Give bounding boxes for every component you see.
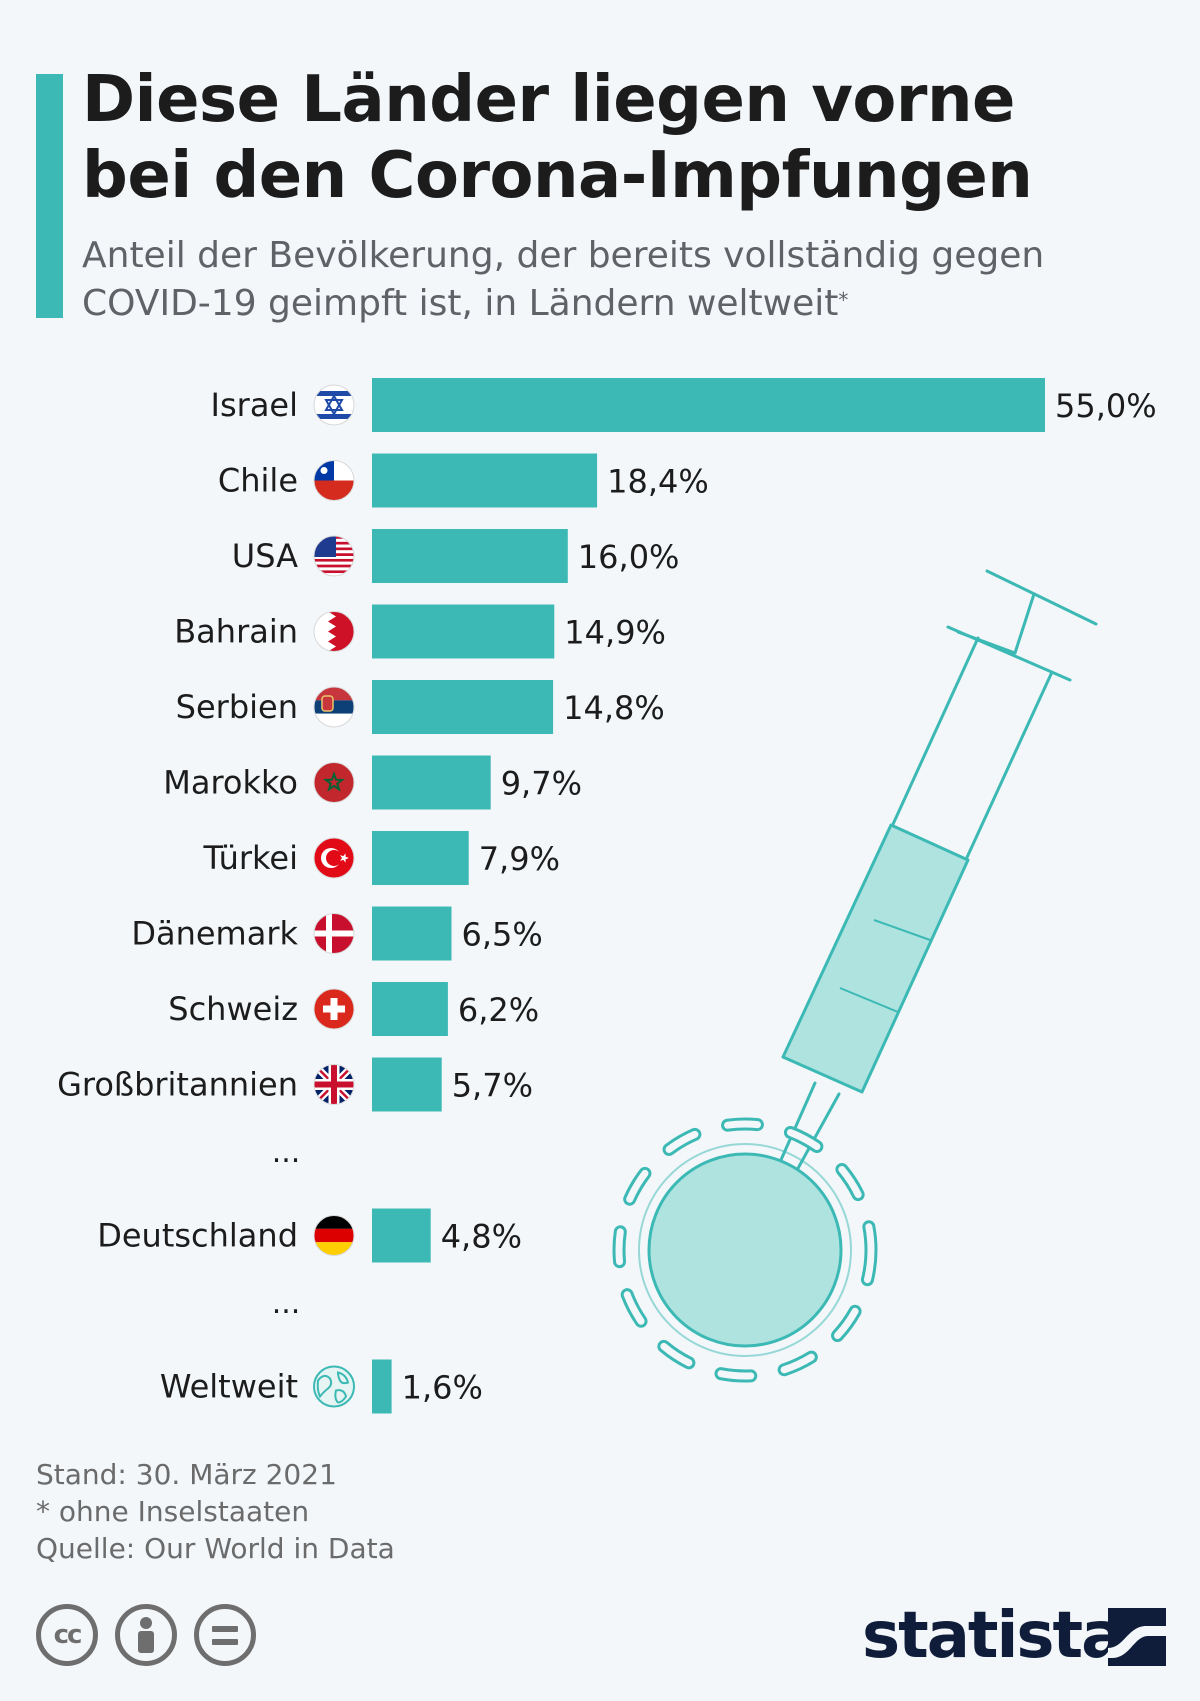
category-label: Serbien xyxy=(176,688,298,726)
nd-equals-icon[interactable] xyxy=(194,1604,257,1666)
license-icons: cc xyxy=(36,1604,268,1666)
bar xyxy=(372,378,1045,432)
statista-logo-icon xyxy=(1108,1608,1166,1666)
value-label: 14,8% xyxy=(563,689,665,727)
value-label: 55,0% xyxy=(1055,387,1157,425)
bahrain-flag-icon xyxy=(313,611,355,652)
category-label: Bahrain xyxy=(174,613,298,651)
serbia-flag-icon xyxy=(313,686,355,728)
chart-title-line-1: Diese Länder liegen vorne xyxy=(82,63,1015,137)
denmark-flag-icon xyxy=(313,913,355,954)
bar-row-9: Großbritannien 5,7% xyxy=(57,1057,533,1112)
footer-source: Quelle: Our World in Data xyxy=(36,1532,395,1565)
value-label: 6,5% xyxy=(462,916,543,954)
ellipsis-gap-10: ... xyxy=(272,1135,301,1170)
value-label: 14,9% xyxy=(564,614,666,652)
bar-row-0: Israel 55,0% xyxy=(211,378,1157,432)
chart-footer: Stand: 30. März 2021 * ohne Inselstaaten… xyxy=(36,1456,395,1567)
germany-flag-icon xyxy=(313,1215,355,1256)
title-accent-bar xyxy=(36,74,63,318)
bar-row-6: Türkei 7,9% xyxy=(202,831,560,885)
chart-subtitle: Anteil der Bevölkerung, der bereits voll… xyxy=(82,232,1172,328)
value-label: 16,0% xyxy=(578,538,680,576)
bar-row-7: Dänemark 6,5% xyxy=(131,906,543,961)
bar xyxy=(372,1208,431,1263)
bar-row-1: Chile 18,4% xyxy=(218,453,709,508)
uk-flag-icon xyxy=(313,1064,355,1105)
bar-row-2: USA 16,0% xyxy=(232,529,680,583)
category-label: USA xyxy=(232,537,298,575)
subtitle-footnote-marker: * xyxy=(838,288,849,312)
bar-row-13: Weltweit 1,6% xyxy=(160,1359,483,1414)
by-person-icon[interactable] xyxy=(115,1604,178,1666)
bar-row-3: Bahrain 14,9% xyxy=(174,604,666,659)
chart-subtitle-line-2: COVID-19 geimpft ist, in Ländern weltwei… xyxy=(82,280,1172,328)
chart-subtitle-line-1: Anteil der Bevölkerung, der bereits voll… xyxy=(82,235,1045,276)
switzerland-flag-icon xyxy=(313,988,355,1030)
category-label: Großbritannien xyxy=(57,1066,298,1104)
syringe-virus-illustration xyxy=(612,569,1098,1383)
bar-chart: Israel 55,0% Chile 18,4% USA 16,0% Bahrain 14,9… xyxy=(57,378,1157,1414)
turkey-flag-icon xyxy=(313,837,355,879)
category-label: Chile xyxy=(218,462,298,500)
value-label: 9,7% xyxy=(501,765,582,803)
bar xyxy=(372,831,469,885)
bar xyxy=(372,982,448,1036)
chile-flag-icon xyxy=(313,460,355,501)
bar xyxy=(372,604,555,659)
bar xyxy=(372,453,598,508)
chart-title: Diese Länder liegen vorne bei den Corona… xyxy=(82,62,1172,214)
bar xyxy=(372,906,452,961)
bar xyxy=(372,680,554,734)
category-label: Schweiz xyxy=(168,990,298,1028)
bar xyxy=(372,529,568,583)
category-label: Türkei xyxy=(202,839,298,877)
usa-flag-icon xyxy=(313,535,355,577)
bar xyxy=(372,755,491,810)
footer-date: Stand: 30. März 2021 xyxy=(36,1458,337,1491)
bar-series: Israel 55,0% Chile 18,4% USA 16,0% Bahrain 14,9… xyxy=(57,378,1157,1414)
globe-flag-icon xyxy=(313,1365,355,1408)
value-label: 5,7% xyxy=(452,1067,533,1105)
value-label: 6,2% xyxy=(458,991,539,1029)
value-label: 1,6% xyxy=(402,1369,483,1407)
value-label: 18,4% xyxy=(607,463,709,501)
footer-note: * ohne Inselstaaten xyxy=(36,1495,310,1528)
value-label: 7,9% xyxy=(479,840,560,878)
morocco-flag-icon xyxy=(313,762,355,803)
bar xyxy=(372,1359,392,1414)
statista-wordmark: statista xyxy=(862,1599,1124,1673)
category-label: Israel xyxy=(211,386,298,424)
bar-row-11: Deutschland 4,8% xyxy=(97,1208,522,1263)
statista-brand[interactable]: statista xyxy=(862,1599,1166,1673)
category-label: Deutschland xyxy=(97,1217,298,1255)
bar-row-5: Marokko 9,7% xyxy=(163,755,582,810)
ellipsis-gap-12: ... xyxy=(272,1286,301,1321)
category-label: Dänemark xyxy=(131,915,298,953)
chart-title-line-2: bei den Corona-Impfungen xyxy=(82,139,1033,213)
bar-row-8: Schweiz 6,2% xyxy=(168,982,539,1036)
category-label: Weltweit xyxy=(160,1368,298,1406)
cc-icon[interactable]: cc xyxy=(36,1604,98,1666)
bar xyxy=(372,1057,442,1112)
chart-subtitle-line-2-text: COVID-19 geimpft ist, in Ländern weltwei… xyxy=(82,283,839,324)
value-label: 4,8% xyxy=(441,1218,522,1256)
bar-row-4: Serbien 14,8% xyxy=(176,680,665,734)
israel-flag-icon xyxy=(313,384,355,426)
category-label: Marokko xyxy=(163,764,298,802)
